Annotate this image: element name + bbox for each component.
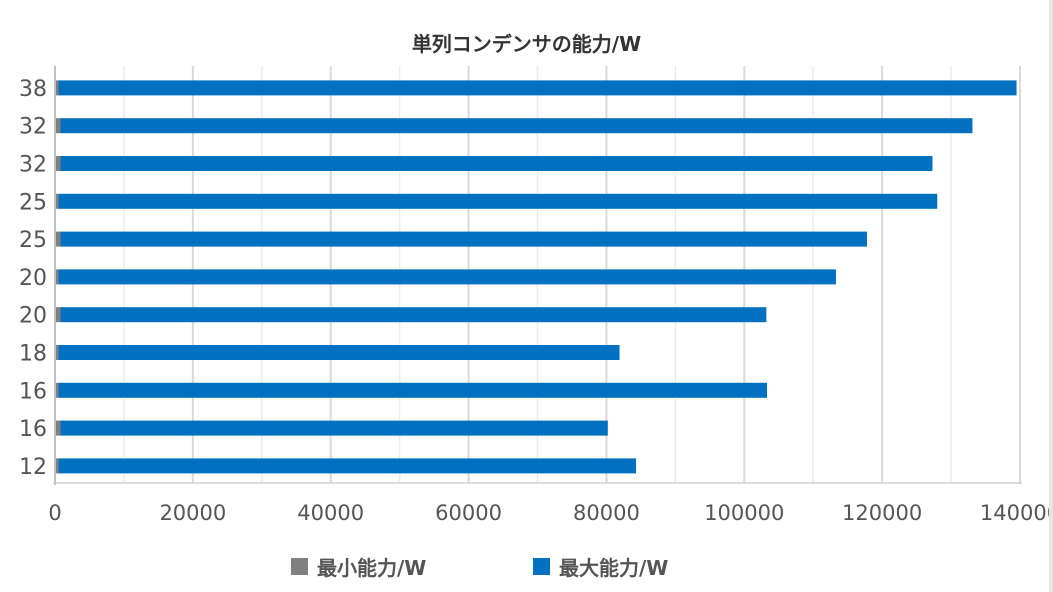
y-tick-label: 20 <box>19 304 47 329</box>
bar-min-capacity <box>55 269 59 285</box>
legend-swatch-max <box>533 557 550 575</box>
y-tick-label: 16 <box>19 379 47 404</box>
bar-max-capacity <box>58 193 938 209</box>
bar-min-capacity <box>55 118 61 134</box>
y-tick-label: 38 <box>19 77 47 102</box>
legend-item-max: 最大能力/W <box>533 553 669 580</box>
bar-min-capacity <box>55 345 59 360</box>
y-tick-label: 20 <box>19 266 47 291</box>
bar-max-capacity <box>58 345 620 360</box>
bar-max-capacity <box>58 382 768 398</box>
x-tick-label: 0 <box>48 501 61 525</box>
bar-series <box>55 80 1017 474</box>
y-tick-label: 25 <box>19 228 47 253</box>
bar-min-capacity <box>55 193 59 209</box>
y-tick-label: 25 <box>19 190 47 215</box>
window-edge <box>1049 0 1053 592</box>
bar-max-capacity <box>58 269 836 285</box>
legend-label-min: 最小能力/W <box>317 555 427 580</box>
bar-max-capacity <box>60 307 767 323</box>
bar-max-capacity <box>60 118 973 134</box>
x-tick-labels: 0 20000 40000 60000 80000 100000 120000 140000 <box>48 501 1053 525</box>
x-tick-label: 40000 <box>297 501 364 525</box>
bar-min-capacity <box>55 420 61 436</box>
legend-item-min: 最小能力/W <box>291 553 427 580</box>
y-tick-label: 16 <box>19 417 47 442</box>
bar-max-capacity <box>60 156 933 171</box>
bar-min-capacity <box>55 231 61 247</box>
bar-max-capacity <box>60 420 608 436</box>
y-tick-label: 32 <box>19 115 47 140</box>
x-tick-label: 120000 <box>842 501 922 525</box>
y-tick-label: 12 <box>19 455 47 480</box>
y-tick-labels: 38 32 32 25 25 20 20 18 16 16 12 <box>19 77 47 480</box>
y-tick-label: 18 <box>19 342 47 367</box>
bar-min-capacity <box>55 382 59 398</box>
bar-min-capacity <box>55 156 61 171</box>
x-tick-label: 60000 <box>435 501 502 525</box>
x-tick-label: 80000 <box>573 501 640 525</box>
bar-max-capacity <box>58 458 637 474</box>
legend-label-max: 最大能力/W <box>559 555 669 580</box>
bar-max-capacity <box>60 231 867 247</box>
bar-min-capacity <box>55 458 59 474</box>
bar-max-capacity <box>58 80 1017 96</box>
x-tick-label: 140000 <box>980 501 1053 525</box>
y-tick-label: 32 <box>19 153 47 178</box>
bar-min-capacity <box>55 80 59 96</box>
x-tick-label: 100000 <box>704 501 784 525</box>
legend-swatch-min <box>291 557 308 575</box>
bar-min-capacity <box>55 307 61 323</box>
chart-title: 単列コンデンサの能力/W <box>411 32 642 56</box>
axes <box>53 66 1022 485</box>
x-tick-label: 20000 <box>159 501 226 525</box>
